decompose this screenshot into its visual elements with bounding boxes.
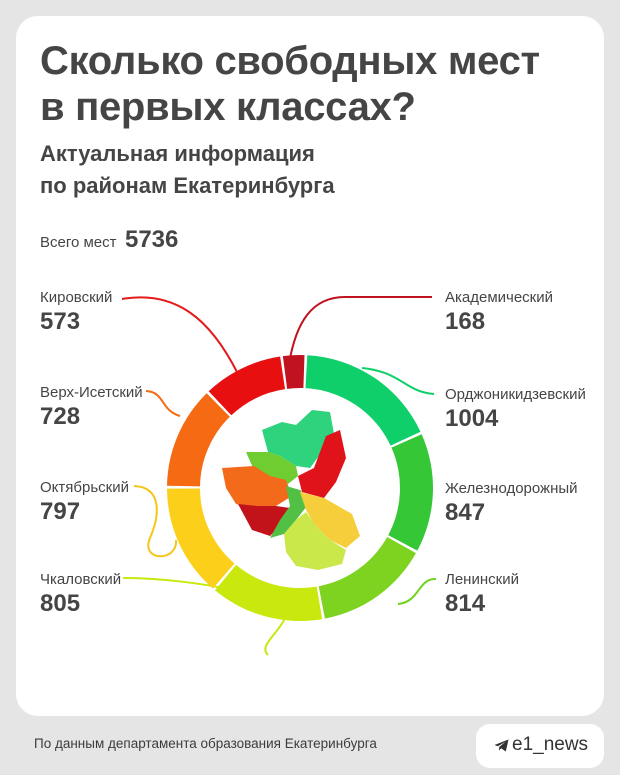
district-name: Чкаловский (40, 571, 122, 588)
district-map (222, 410, 360, 570)
district-name: Ленинский (445, 571, 519, 588)
slice-Октябрьский (167, 488, 235, 589)
district-name: Орджоникидзевский (445, 386, 586, 403)
district-name: Кировский (40, 289, 113, 306)
map-oktyabrsky (300, 492, 360, 548)
connector-kirovsky (121, 296, 239, 375)
map-ordzhonikidzevsky (262, 410, 334, 468)
map-verkh-isetsky (222, 466, 292, 508)
label-ordzhonikidzevsky: Орджоникидзевский 1004 (445, 385, 586, 433)
district-name: Академический (445, 289, 554, 306)
district-value: 847 (445, 499, 486, 526)
label-oktyabrsky: Октябрьский 797 (40, 478, 129, 526)
label-verkh-isetsky: Верх-Исетский 728 (40, 383, 143, 431)
total-value: 5736 (124, 226, 179, 253)
connector-lines (121, 296, 437, 656)
slice-Ленинский (318, 536, 416, 619)
subtitle-line-2: по районам Екатеринбурга (40, 173, 335, 198)
slice-Кировский (208, 356, 286, 416)
district-value: 805 (40, 590, 81, 617)
label-chkalovsky: Чкаловский 805 (40, 570, 121, 618)
district-value: 168 (445, 308, 486, 335)
subtitle-line-1: Актуальная информация (40, 141, 315, 166)
page-title: Сколько свободных мест в первых классах? (40, 38, 540, 130)
map-zheleznodorozhny (270, 486, 310, 538)
page-subtitle: Актуальная информация по районам Екатери… (40, 138, 335, 202)
label-zheleznodorozhny: Железнодорожный 847 (445, 479, 578, 527)
footer: По данным департамента образования Екате… (0, 724, 620, 775)
brand-badge[interactable]: e1_news (476, 724, 604, 768)
source-note: По данным департамента образования Екате… (34, 736, 377, 751)
map-kirovsky-north (246, 452, 298, 484)
slice-Орджоникидзевский (305, 355, 421, 446)
district-name: Верх-Исетский (40, 384, 143, 401)
district-value: 1004 (445, 405, 499, 432)
district-name: Октябрьский (40, 479, 129, 496)
slice-Верх-Исетский (167, 393, 230, 487)
connector-oktyabrsky (133, 485, 178, 558)
connector-leninsky (397, 577, 437, 605)
donut-slices (167, 355, 434, 622)
map-akademichesky (298, 430, 346, 498)
district-name: Железнодорожный (445, 480, 578, 497)
slice-Академический (282, 355, 305, 389)
district-value: 797 (40, 498, 81, 525)
title-line-2: в первых классах? (40, 85, 416, 129)
label-kirovsky: Кировский 573 (40, 288, 112, 336)
label-leninsky: Ленинский 814 (445, 570, 519, 618)
telegram-icon (494, 739, 509, 752)
district-value: 728 (40, 403, 81, 430)
district-value: 573 (40, 308, 81, 335)
total-label: Всего мест (40, 234, 117, 251)
title-line-1: Сколько свободных мест (40, 39, 540, 83)
slice-Чкаловский (214, 564, 323, 622)
total-seats: Всего мест 5736 (40, 226, 178, 254)
connector-akademichesky (288, 296, 432, 365)
brand-name: e1_news (512, 734, 589, 755)
district-value: 814 (445, 590, 486, 617)
connector-ordzhonikidzevsky (361, 367, 435, 395)
connector-verkh-isetsky (145, 390, 181, 417)
map-chkalovsky (284, 512, 346, 570)
slice-Железнодорожный (388, 434, 434, 551)
label-akademichesky: Академический 168 (445, 288, 553, 336)
